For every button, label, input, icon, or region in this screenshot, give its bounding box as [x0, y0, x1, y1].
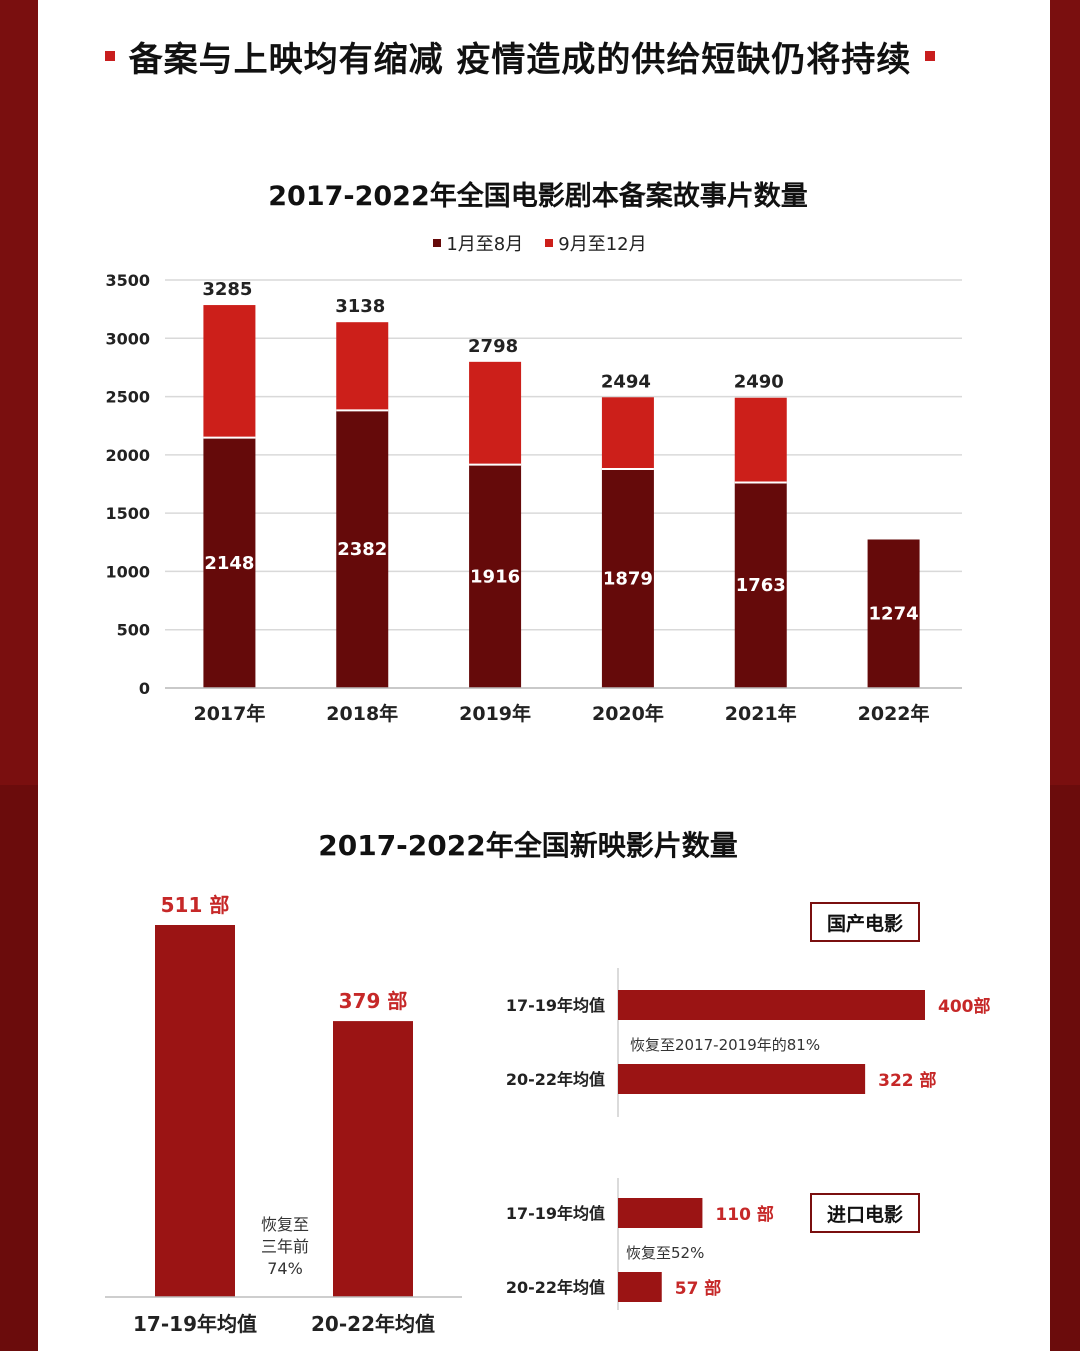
legend-label-series-2: 9月至12月	[558, 234, 647, 255]
annotation-line-1: 恢复至	[260, 1215, 309, 1234]
bar-jan-aug	[469, 464, 522, 688]
x-tick-label: 2022年	[858, 702, 930, 725]
hbar-film-count	[618, 1272, 662, 1302]
y-tick-label: 3500	[105, 271, 150, 290]
x-tick-label: 2019年	[459, 702, 531, 725]
hbar-value-label: 400部	[938, 996, 991, 1017]
bar-value-label: 2148	[204, 553, 254, 574]
bar-value-label: 2382	[337, 539, 387, 560]
page-headline: 备案与上映均有缩减 疫情造成的供给短缺仍将持续	[80, 28, 960, 84]
right-frame-shade	[1050, 785, 1080, 1351]
y-tick-label: 20-22年均值	[506, 1278, 605, 1297]
bar-sep-dec	[203, 305, 256, 438]
y-tick-label: 500	[117, 621, 150, 640]
bar-jan-aug	[203, 437, 256, 688]
x-tick-label: 2018年	[326, 702, 398, 725]
tag-domestic-films: 国产电影	[810, 902, 920, 942]
bar-total-label: 2798	[468, 336, 518, 357]
hbar-film-count	[618, 1198, 703, 1228]
x-tick-label: 17-19年均值	[133, 1312, 257, 1336]
bar-jan-aug	[601, 468, 654, 688]
y-tick-label: 1500	[105, 504, 150, 523]
bar-jan-aug	[867, 539, 920, 688]
bar-sep-dec	[336, 322, 389, 411]
left-frame-shade	[0, 785, 38, 1351]
y-tick-label: 17-19年均值	[506, 1204, 605, 1223]
hbar-value-label: 110 部	[715, 1204, 773, 1225]
bar-total-label: 3285	[202, 279, 252, 300]
bar-total-label: 3138	[335, 296, 385, 317]
hbar-film-count	[618, 1064, 866, 1094]
bar-value-label: 1763	[736, 575, 786, 596]
bar-sep-dec	[734, 397, 787, 483]
chart1-legend: 1月至8月 9月至12月	[0, 230, 1080, 256]
left-square-marker	[104, 51, 115, 61]
legend-label-series-1: 1月至8月	[446, 234, 524, 255]
bar-film-count	[333, 1021, 413, 1297]
bar-jan-aug	[734, 482, 787, 688]
hbar-value-label: 322 部	[878, 1070, 936, 1091]
legend-item-series-1: 1月至8月	[433, 230, 523, 256]
legend-item-series-2: 9月至12月	[545, 230, 647, 256]
y-tick-label: 17-19年均值	[506, 996, 605, 1015]
bar-value-label: 1916	[470, 566, 520, 587]
x-tick-label: 20-22年均值	[311, 1312, 435, 1336]
x-tick-label: 2021年	[725, 702, 797, 725]
legend-swatch-series-2	[545, 239, 554, 247]
tag-imported-films: 进口电影	[810, 1193, 920, 1233]
bar-value-label: 1274	[869, 604, 919, 625]
hbar-annotation: 恢复至2017-2019年的81%	[630, 1036, 820, 1054]
y-tick-label: 3000	[105, 329, 150, 348]
y-tick-label: 0	[139, 679, 150, 698]
hbar-value-label: 57 部	[675, 1278, 722, 1299]
x-tick-label: 2020年	[592, 702, 664, 725]
annotation-line-3: 74%	[267, 1259, 303, 1278]
bar-value-label: 1879	[603, 568, 653, 589]
bar-jan-aug	[336, 410, 389, 688]
legend-swatch-series-1	[433, 239, 442, 247]
bar-value-label: 511 部	[161, 893, 230, 917]
y-tick-label: 20-22年均值	[506, 1070, 605, 1089]
chart1-stacked-bar: 0 500 1000 1500 2000 2500 3000 3500 2148 3285 2017…	[105, 271, 962, 725]
chart2-annotation: 恢复至 三年前 74%	[240, 1214, 330, 1280]
hbar-film-count	[618, 990, 925, 1020]
bar-sep-dec	[469, 361, 522, 465]
right-square-marker	[925, 51, 936, 61]
y-tick-label: 2500	[105, 388, 150, 407]
y-tick-label: 1000	[105, 562, 150, 581]
chart2-title: 2017-2022年全国新映影片数量	[318, 829, 738, 862]
bar-sep-dec	[601, 397, 654, 469]
bar-value-label: 379 部	[339, 989, 408, 1013]
bar-total-label: 2490	[734, 372, 784, 393]
annotation-line-2: 三年前	[260, 1237, 309, 1256]
bar-total-label: 2494	[601, 371, 651, 392]
x-tick-label: 2017年	[193, 702, 265, 725]
hbar-annotation: 恢复至52%	[626, 1244, 704, 1262]
bar-film-count	[155, 925, 235, 1297]
headline-text: 备案与上映均有缩减 疫情造成的供给短缺仍将持续	[128, 39, 912, 80]
y-tick-label: 2000	[105, 446, 150, 465]
chart1-title: 2017-2022年全国电影剧本备案故事片数量	[268, 181, 808, 212]
